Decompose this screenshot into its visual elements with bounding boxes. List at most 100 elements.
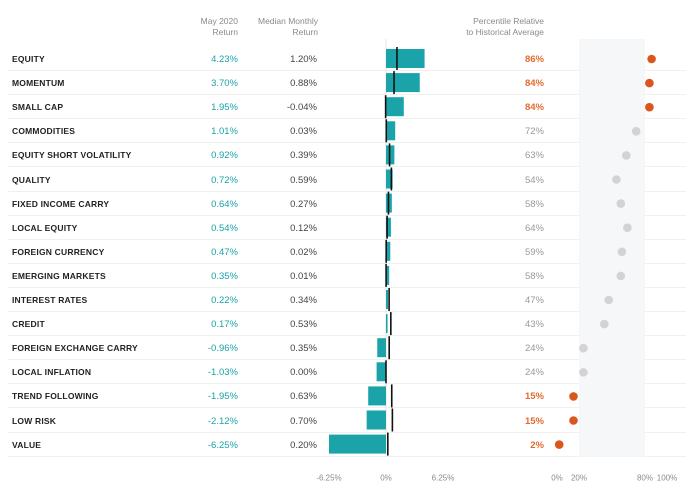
median-value: 0.35% — [290, 343, 317, 355]
return-value: -1.03% — [207, 367, 238, 379]
return-bar — [366, 410, 386, 430]
return-bar — [329, 434, 386, 454]
median-value: 0.27% — [290, 198, 317, 210]
median-value: 0.39% — [290, 150, 317, 162]
return-value: 0.22% — [211, 295, 238, 306]
table-row: COMMODITIES 1.01% 0.03% 72% — [0, 119, 691, 144]
return-value: 0.17% — [211, 319, 238, 331]
table-row: LOW RISK -2.12% 0.70% 15% — [0, 409, 691, 433]
return-value: 1.01% — [211, 126, 238, 138]
median-value: 0.59% — [290, 174, 317, 186]
percentile-dot — [645, 78, 654, 88]
row-separator — [8, 190, 686, 192]
percentile-axis-tick-label: 100% — [657, 474, 677, 483]
row-separator — [8, 142, 686, 144]
percentile-dot — [579, 368, 588, 377]
return-bar — [376, 362, 386, 382]
return-value: -2.12% — [207, 415, 238, 427]
median-value: 0.70% — [290, 415, 317, 427]
factor-label: QUALITY — [12, 174, 51, 185]
table-row: FOREIGN EXCHANGE CARRY -0.96% 0.35% 24% — [0, 336, 691, 361]
header-median: Median Monthly Return — [240, 16, 318, 38]
median-value: 0.02% — [290, 246, 317, 258]
percentile-axis-tick-label: 0% — [551, 474, 563, 483]
factor-label: TREND FOLLOWING — [12, 391, 99, 402]
header-percentile: Percentile Relative to Historical Averag… — [430, 16, 544, 38]
factor-label: EQUITY — [12, 54, 45, 64]
row-separator — [8, 311, 686, 312]
return-bar — [386, 49, 425, 68]
return-value: 0.92% — [211, 150, 238, 162]
percentile-value: 58% — [524, 270, 544, 282]
percentile-value: 54% — [524, 174, 544, 186]
factor-label: CREDIT — [12, 319, 45, 330]
percentile-dot — [647, 54, 656, 64]
factor-label: LOW RISK — [12, 415, 57, 426]
return-bar — [386, 121, 396, 141]
median-value: 0.03% — [290, 126, 317, 138]
table-row: VALUE -6.25% 0.20% 2% — [0, 433, 691, 457]
median-value: 0.20% — [290, 439, 317, 451]
header-median-line1: Median Monthly — [257, 16, 318, 26]
return-value: 4.23% — [211, 54, 238, 65]
median-value: 0.12% — [290, 222, 317, 234]
median-value: 0.63% — [290, 391, 317, 403]
row-separator — [8, 262, 686, 264]
header-percentile-line1: Percentile Relative — [473, 16, 544, 26]
percentile-band — [579, 39, 645, 457]
return-value: -0.96% — [207, 343, 238, 355]
percentile-value: 84% — [524, 78, 544, 90]
return-value: 0.54% — [211, 222, 238, 234]
table-row: EQUITY 4.23% 1.20% 86% — [0, 47, 691, 71]
median-value: 0.34% — [290, 295, 317, 306]
median-value: 1.20% — [290, 54, 317, 65]
factor-label: EMERGING MARKETS — [12, 270, 106, 281]
percentile-value: 24% — [524, 367, 544, 379]
return-bar — [386, 97, 404, 117]
median-value: 0.88% — [290, 78, 317, 90]
percentile-axis-tick-label: 80% — [637, 474, 653, 483]
row-separator — [8, 214, 686, 216]
row-separator — [8, 431, 686, 433]
percentile-dot — [622, 151, 631, 160]
factor-label: COMMODITIES — [12, 126, 76, 137]
median-value: -0.04% — [286, 102, 317, 114]
return-bar — [386, 169, 393, 189]
factor-label: MOMENTUM — [12, 78, 65, 89]
percentile-dot — [616, 271, 626, 281]
median-value: 0.01% — [290, 270, 317, 282]
return-value: 0.47% — [211, 246, 238, 258]
percentile-value: 59% — [524, 246, 544, 258]
table-row: SMALL CAP 1.95% -0.04% 84% — [0, 95, 691, 120]
row-separator — [8, 407, 686, 409]
percentile-dot — [623, 223, 632, 232]
header-median-line2: Return — [292, 27, 318, 37]
row-separator — [8, 94, 686, 96]
factor-label: INTEREST RATES — [12, 295, 88, 305]
percentile-value: 84% — [524, 102, 544, 114]
percentile-value: 43% — [524, 319, 544, 331]
return-bar — [386, 314, 388, 334]
table-row: EQUITY SHORT VOLATILITY 0.92% 0.39% 63% — [0, 143, 691, 168]
table-row: LOCAL INFLATION -1.03% 0.00% 24% — [0, 360, 691, 385]
factor-label: LOCAL EQUITY — [12, 222, 78, 233]
factor-label: LOCAL INFLATION — [12, 367, 92, 378]
return-value: 0.35% — [211, 270, 238, 282]
return-bar — [386, 241, 391, 261]
percentile-dot — [617, 247, 627, 257]
return-bar — [386, 73, 420, 93]
percentile-dot — [645, 102, 654, 112]
table-row: CREDIT 0.17% 0.53% 43% — [0, 312, 691, 337]
percentile-value: 64% — [524, 222, 544, 234]
percentile-dot — [554, 440, 564, 449]
table-row: FOREIGN CURRENCY 0.47% 0.02% 59% — [0, 240, 691, 264]
factor-label: VALUE — [12, 439, 42, 450]
median-value: 0.00% — [290, 367, 317, 379]
percentile-value: 72% — [524, 126, 544, 138]
table-row: EMERGING MARKETS 0.35% 0.01% 58% — [0, 264, 691, 288]
return-value: -1.95% — [207, 391, 238, 403]
percentile-value: 24% — [524, 343, 544, 355]
return-bar — [386, 265, 390, 285]
table-row: INTEREST RATES 0.22% 0.34% 47% — [0, 288, 691, 312]
